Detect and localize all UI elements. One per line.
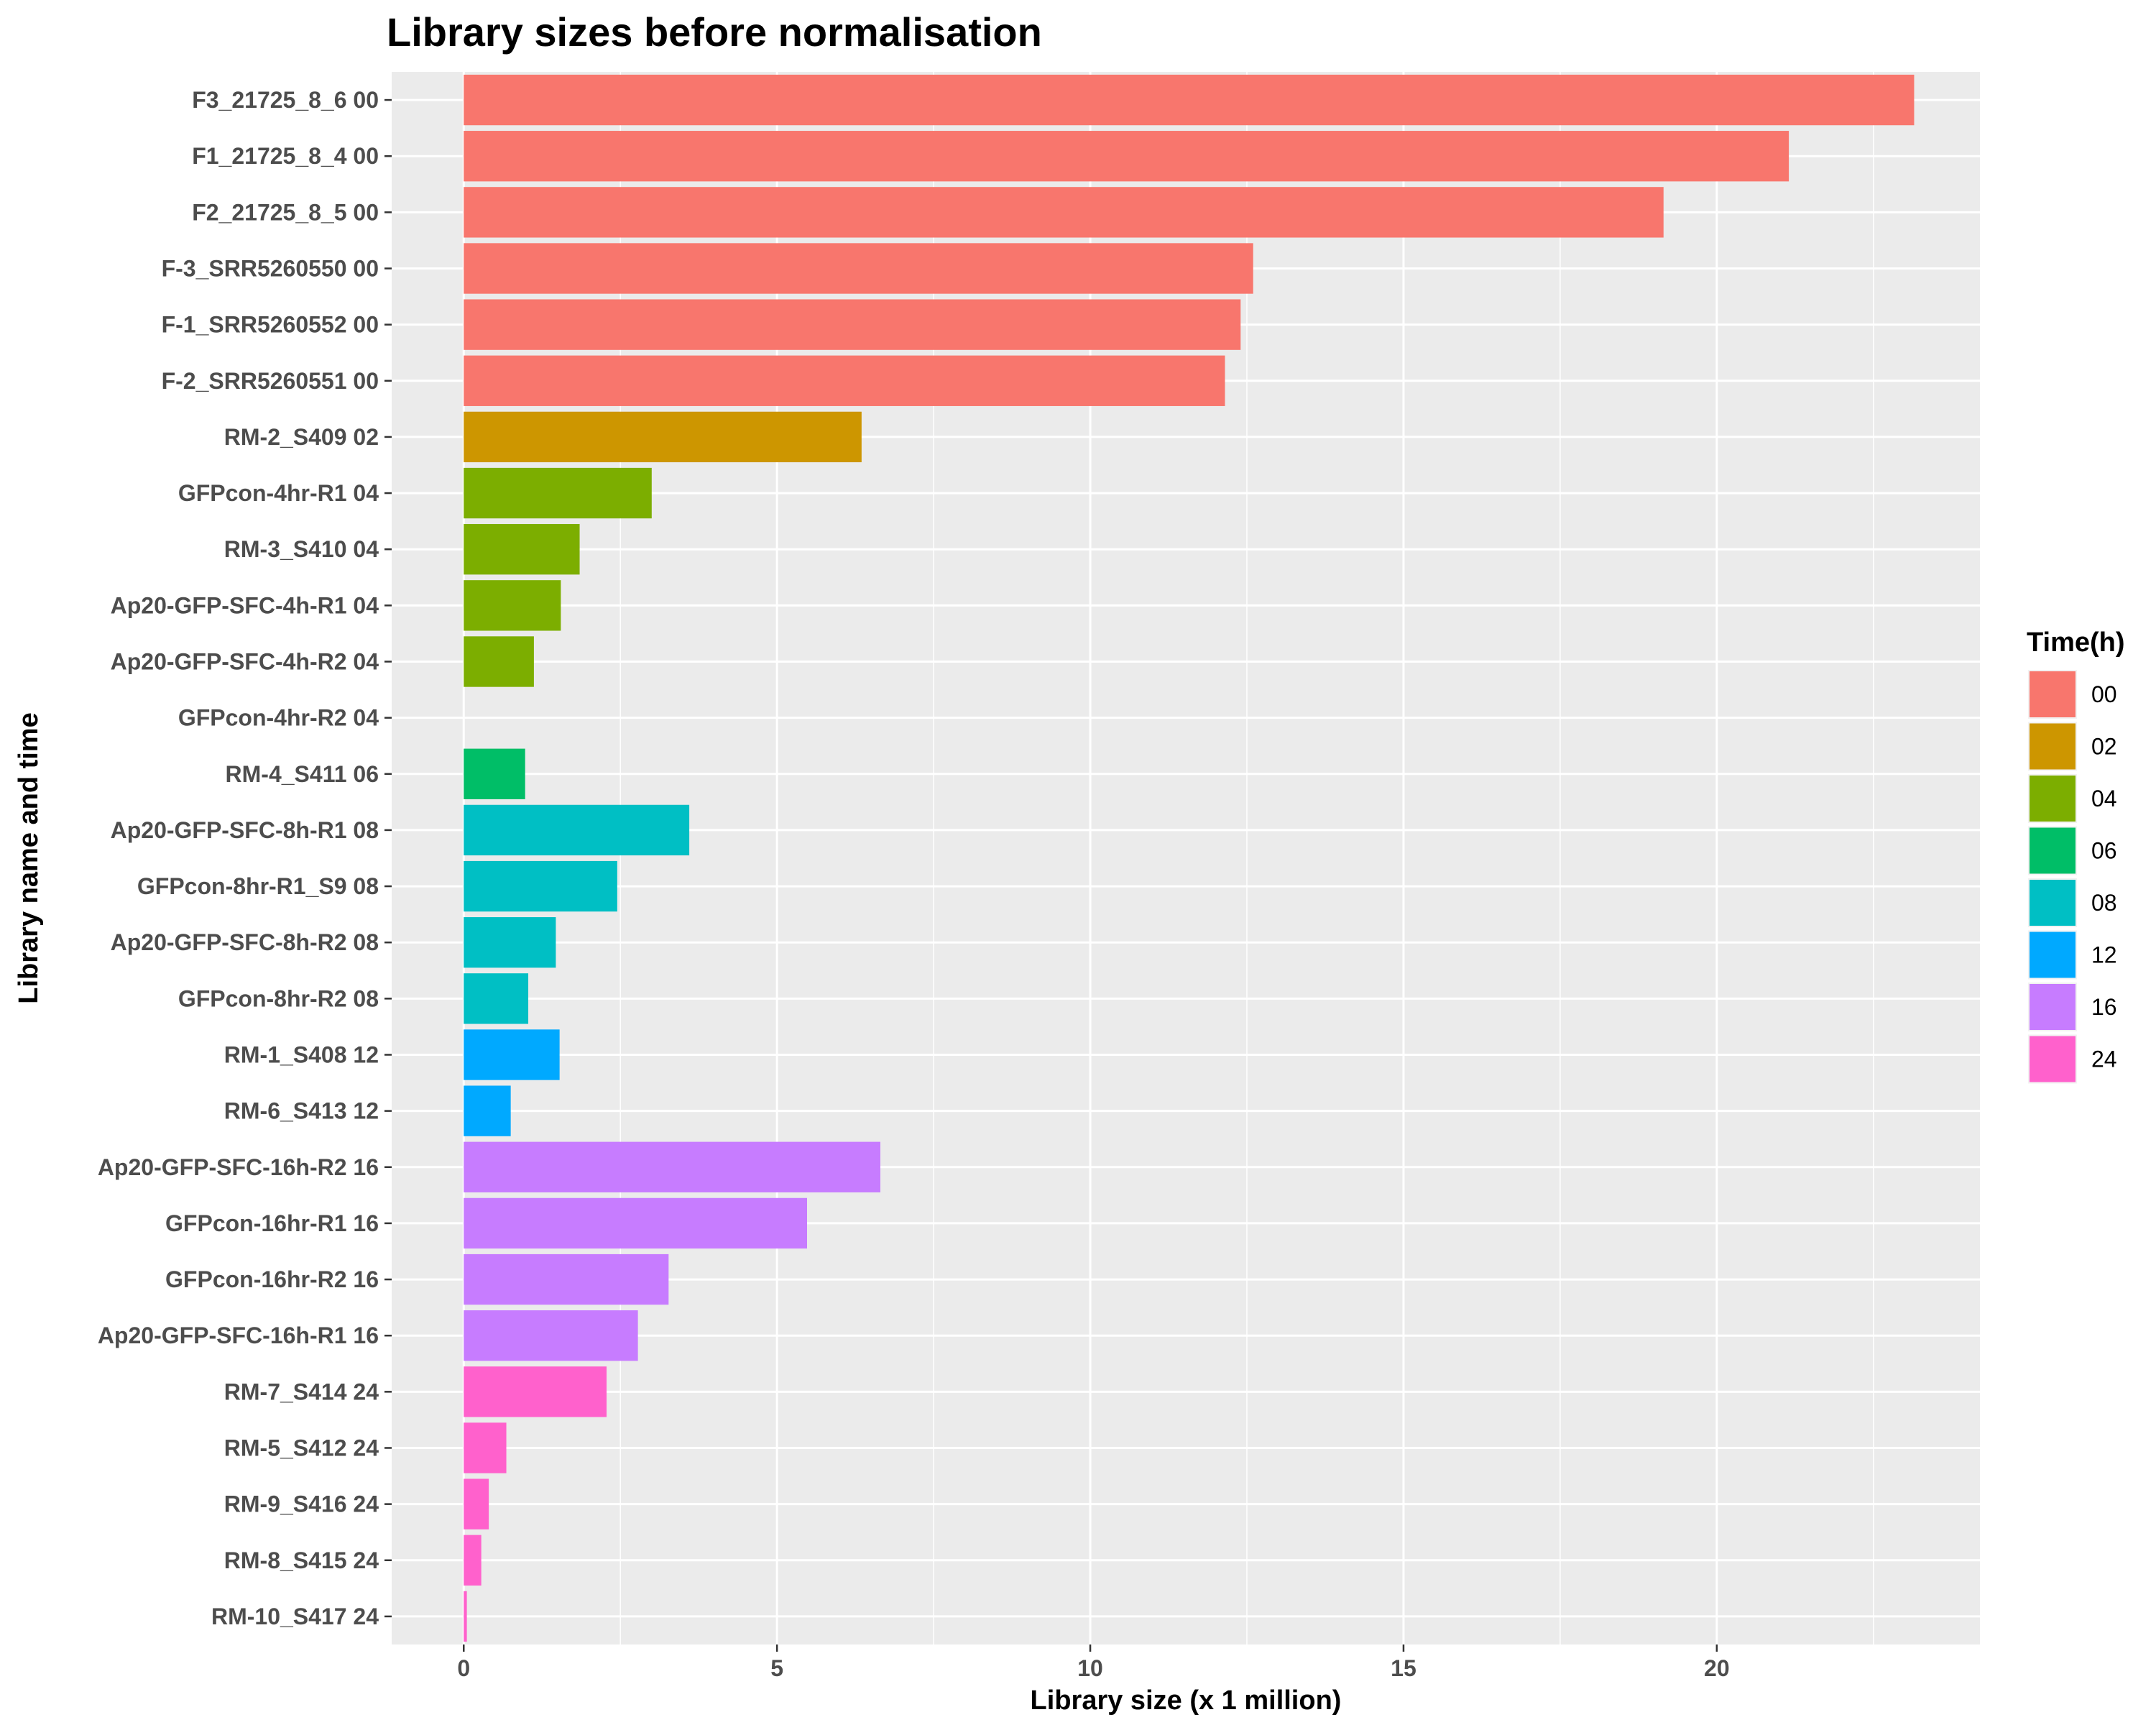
y-tick-label: Ap20-GFP-SFC-4h-R1 04 [111, 592, 379, 618]
bar [464, 411, 862, 463]
y-axis: F3_21725_8_6 00 F1_21725_8_4 00 F2_21725_8… [98, 87, 392, 1629]
legend-entry-label: 16 [2091, 994, 2117, 1020]
y-tick-label: RM-7_S414 24 [224, 1379, 379, 1404]
bar [464, 299, 1241, 350]
bar [464, 860, 617, 912]
y-tick-label: F-3_SRR5260550 00 [162, 256, 379, 282]
y-tick-label: Ap20-GFP-SFC-16h-R2 16 [98, 1154, 379, 1180]
legend-key-swatch [2030, 776, 2076, 822]
y-tick-label: RM-10_S417 24 [211, 1604, 379, 1629]
bar [464, 131, 1789, 182]
y-tick-label: RM-5_S412 24 [224, 1435, 379, 1461]
x-axis-title: Library size (x 1 million) [1031, 1685, 1342, 1716]
bar [464, 1310, 638, 1361]
y-tick-label: Ap20-GFP-SFC-16h-R1 16 [98, 1322, 379, 1348]
y-tick-label: GFPcon-8hr-R2 08 [178, 985, 379, 1011]
y-tick-label: GFPcon-8hr-R1_S9 08 [137, 873, 379, 899]
y-tick-label: GFPcon-16hr-R2 16 [165, 1266, 379, 1292]
y-tick-label: RM-4_S411 06 [226, 761, 379, 787]
legend-key-swatch [2030, 932, 2076, 978]
y-tick-label: RM-8_S415 24 [224, 1547, 379, 1573]
bar [464, 748, 525, 799]
legend-title: Time(h) [2027, 627, 2125, 658]
legend: Time(h) 00 02 04 06 08 12 16 24 [2027, 627, 2125, 1084]
legend-key-swatch [2030, 1036, 2076, 1082]
bar [464, 804, 690, 856]
y-axis-title: Library name and time [14, 712, 44, 1003]
legend-key-swatch [2030, 723, 2076, 770]
x-tick-label: 15 [1391, 1655, 1416, 1681]
legend-entry-label: 12 [2091, 942, 2117, 968]
bar [464, 1085, 511, 1136]
legend-key-swatch [2030, 880, 2076, 926]
legend-entry-label: 02 [2091, 734, 2117, 760]
y-tick-label: F-1_SRR5260552 00 [162, 312, 379, 338]
bar [464, 1254, 669, 1305]
bar [464, 1141, 880, 1192]
bar [464, 74, 1915, 126]
y-tick-label: RM-9_S416 24 [224, 1491, 379, 1517]
x-tick-label: 20 [1704, 1655, 1730, 1681]
bar [464, 355, 1225, 406]
bar [464, 1591, 467, 1642]
y-tick-label: GFPcon-4hr-R1 04 [178, 480, 379, 506]
y-tick-label: Ap20-GFP-SFC-8h-R1 08 [111, 817, 379, 843]
bar [464, 1197, 807, 1249]
y-tick-label: Ap20-GFP-SFC-8h-R2 08 [111, 929, 379, 955]
x-tick-label: 10 [1077, 1655, 1103, 1681]
y-tick-label: RM-3_S410 04 [224, 536, 379, 562]
bar [464, 1029, 560, 1080]
y-tick-label: RM-1_S408 12 [224, 1042, 379, 1068]
legend-key-swatch [2030, 827, 2076, 874]
legend-key-swatch [2030, 984, 2076, 1030]
bar [464, 243, 1253, 294]
bar [464, 467, 652, 519]
y-tick-label: RM-2_S409 02 [224, 424, 379, 450]
y-tick-label: GFPcon-16hr-R1 16 [165, 1210, 379, 1236]
y-tick-label: RM-6_S413 12 [224, 1098, 379, 1124]
bar [464, 636, 534, 687]
bar [464, 973, 529, 1024]
bar [464, 524, 580, 575]
y-tick-label: F-2_SRR5260551 00 [162, 368, 379, 394]
x-tick-label: 0 [457, 1655, 470, 1681]
legend-entry-label: 24 [2091, 1046, 2117, 1072]
legend-entry-label: 00 [2091, 681, 2117, 707]
y-tick-label: Ap20-GFP-SFC-4h-R2 04 [111, 649, 379, 675]
legend-key-swatch [2030, 671, 2076, 717]
bar [464, 1422, 507, 1473]
bar [464, 187, 1664, 238]
y-tick-label: F1_21725_8_4 00 [192, 143, 379, 169]
legend-entry-label: 06 [2091, 838, 2117, 864]
bar [464, 580, 561, 631]
x-axis: 0 5 10 15 20 [457, 1644, 1730, 1681]
legend-entry-label: 04 [2091, 786, 2117, 811]
bar [464, 1535, 482, 1586]
y-tick-label: F2_21725_8_5 00 [192, 199, 379, 225]
chart-title: Library sizes before normalisation [387, 9, 1042, 55]
bars [464, 74, 1915, 1642]
bar [464, 1478, 489, 1530]
y-tick-label: F3_21725_8_6 00 [192, 87, 379, 113]
x-tick-label: 5 [770, 1655, 783, 1681]
legend-entry-label: 08 [2091, 890, 2117, 916]
y-tick-label: GFPcon-4hr-R2 04 [178, 705, 379, 731]
bar [464, 1366, 607, 1417]
bar [464, 917, 556, 968]
